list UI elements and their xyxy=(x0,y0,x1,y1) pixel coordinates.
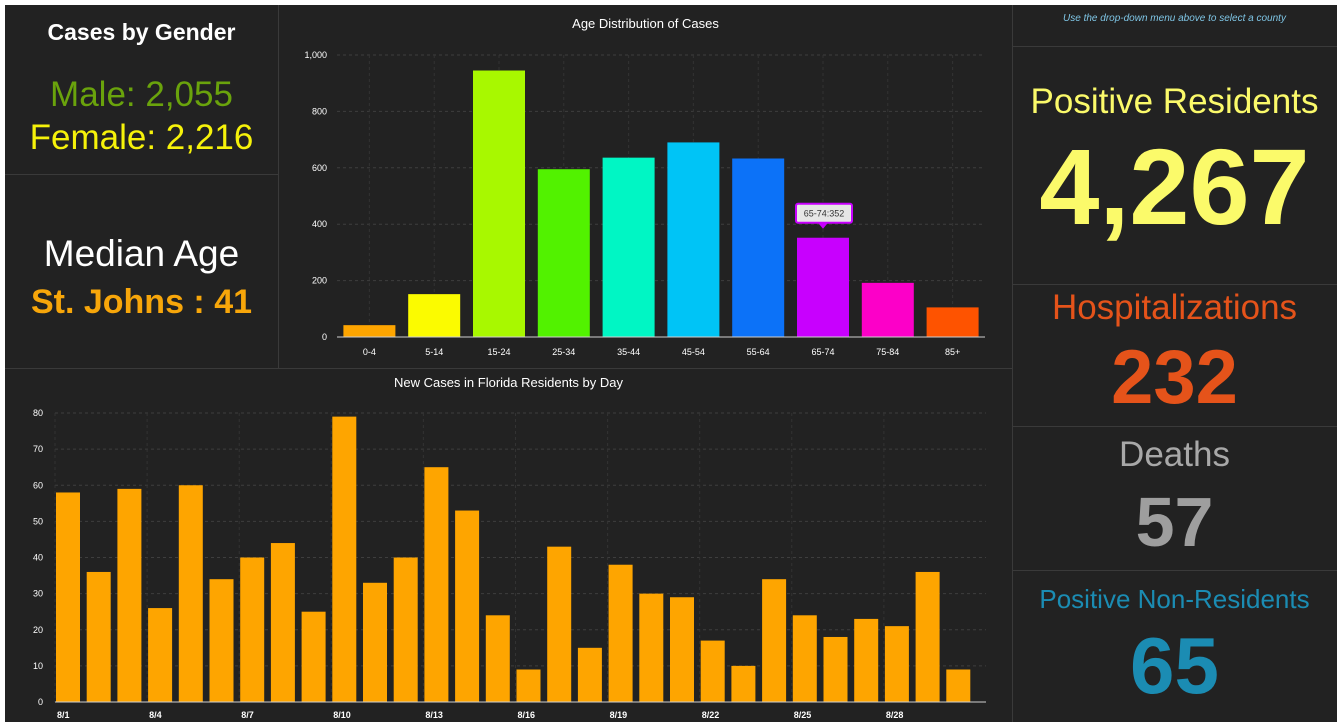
gender-title: Cases by Gender xyxy=(47,19,236,45)
divider-positive xyxy=(1012,284,1337,285)
median-age-label: Median Age xyxy=(43,233,240,274)
daily-chart-title: New Cases in Florida Residents by Day xyxy=(393,375,624,390)
divider-right xyxy=(1012,5,1013,722)
divider-hospital xyxy=(1012,426,1337,427)
male-count: Male: 2,055 xyxy=(50,75,233,114)
divider-deaths xyxy=(1012,570,1337,571)
female-count: Female: 2,216 xyxy=(29,118,254,157)
gender-panel: Cases by Gender Male: 2,055 Female: 2,21… xyxy=(5,5,278,174)
positive-residents-value: 4,267 xyxy=(1039,126,1310,247)
positive-residents-label: Positive Residents xyxy=(1030,82,1319,121)
divider-top-bottom xyxy=(5,368,1012,369)
non-residents-value: 65 xyxy=(1130,621,1219,710)
county-select-hint: Use the drop-down menu above to select a… xyxy=(1063,13,1286,24)
non-residents-label: Positive Non-Residents xyxy=(1039,584,1310,614)
deaths-value: 57 xyxy=(1135,483,1214,561)
median-age-value: St. Johns : 41 xyxy=(30,283,253,321)
median-age-panel: Median Age St. Johns : 41 xyxy=(5,5,278,368)
age-chart-title: Age Distribution of Cases xyxy=(572,16,719,31)
divider-left xyxy=(278,5,279,368)
divider-hint xyxy=(1012,46,1337,47)
hospitalizations-label: Hospitalizations xyxy=(1051,288,1298,327)
hospitalizations-value: 232 xyxy=(1111,335,1238,420)
divider-gender-median xyxy=(5,174,278,175)
deaths-label: Deaths xyxy=(1119,435,1230,474)
